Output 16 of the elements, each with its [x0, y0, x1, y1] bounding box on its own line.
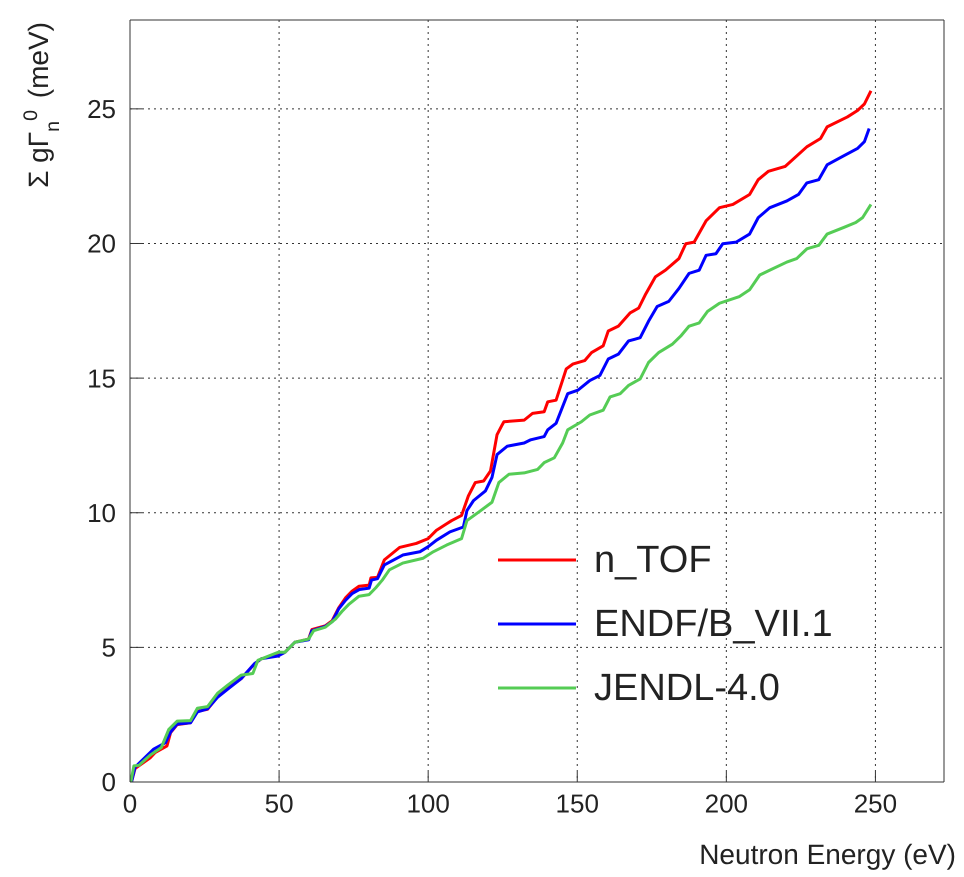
x-axis-title: Neutron Energy (eV): [699, 839, 956, 870]
x-tick-label: 250: [854, 788, 898, 818]
y-tick-label: 5: [102, 632, 116, 663]
x-tick-label: 150: [556, 788, 599, 818]
x-tick-label: 0: [122, 788, 138, 818]
x-tick-label: 200: [704, 788, 748, 818]
legend-label: n_TOF: [594, 538, 712, 582]
x-tick-label: 100: [406, 788, 450, 818]
y-tick-label: 20: [87, 228, 116, 259]
x-tick-label: 50: [264, 788, 294, 818]
y-tick-label: 25: [87, 94, 116, 124]
y-tick-label: 15: [87, 363, 116, 394]
y-tick-label: 0: [102, 767, 116, 798]
legend-label: JENDL-4.0: [594, 666, 780, 710]
legend-label: ENDF/B_VII.1: [594, 602, 833, 646]
y-tick-label: 10: [87, 498, 116, 528]
